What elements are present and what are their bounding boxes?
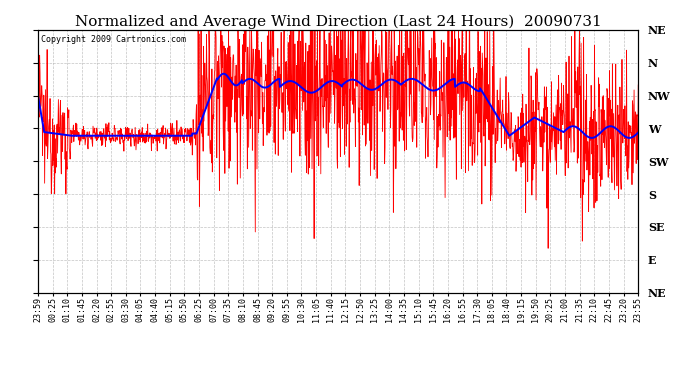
Text: Copyright 2009 Cartronics.com: Copyright 2009 Cartronics.com [41, 35, 186, 44]
Title: Normalized and Average Wind Direction (Last 24 Hours)  20090731: Normalized and Average Wind Direction (L… [75, 15, 602, 29]
